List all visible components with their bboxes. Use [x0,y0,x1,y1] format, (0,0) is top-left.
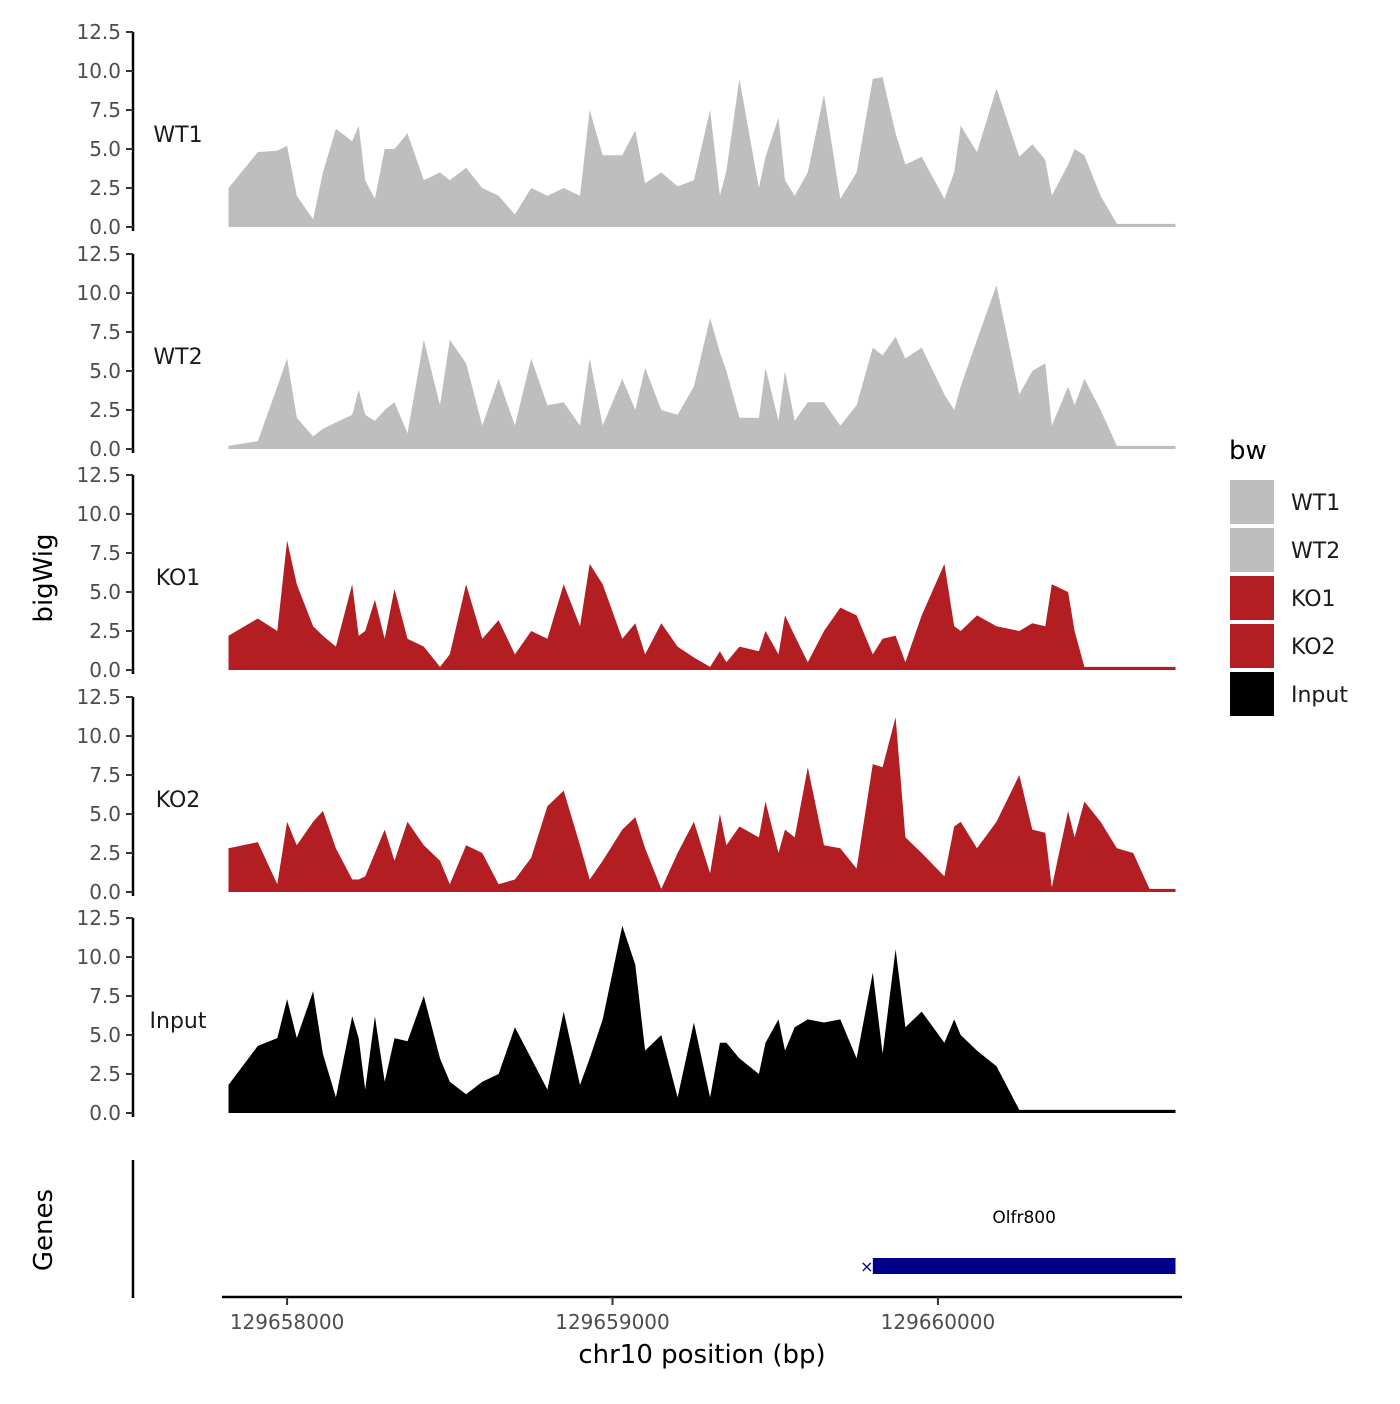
y-tick-label-ko1: 2.5 [89,619,121,643]
gene-label-olfr800: Olfr800 [992,1208,1056,1228]
legend-title: bw [1229,436,1267,466]
y-tick-label-ko1: 0.0 [89,658,121,682]
x-tick-label: 129658000 [230,1310,345,1334]
gene-strand-marker: × [860,1257,873,1276]
y-tick-label-wt2: 7.5 [89,320,121,344]
y-tick-label-ko1: 12.5 [76,463,121,487]
y-tick-label-wt2: 0.0 [89,437,121,461]
area-series-wt1 [228,77,1176,227]
track-label-ko2: KO2 [156,788,201,813]
y-tick-label-input: 5.0 [89,1023,121,1047]
legend-swatch-ko1 [1230,576,1274,620]
legend-label-wt2: WT2 [1291,539,1340,564]
y-tick-label-ko2: 2.5 [89,841,121,865]
gene-bar-olfr800 [872,1258,1176,1274]
track-label-ko1: KO1 [156,566,201,591]
legend-label-input: Input [1291,683,1348,708]
y-tick-label-wt2: 5.0 [89,359,121,383]
y-tick-label-ko2: 10.0 [76,724,121,748]
y-tick-label-wt1: 7.5 [89,98,121,122]
y-tick-label-wt1: 12.5 [76,20,121,44]
y-tick-label-wt1: 10.0 [76,59,121,83]
genes-panel-title: Genes [29,1189,59,1271]
y-tick-label-ko1: 7.5 [89,541,121,565]
y-tick-label-ko2: 12.5 [76,685,121,709]
legend-swatch-wt2 [1230,528,1274,572]
legend-label-wt1: WT1 [1291,491,1340,516]
y-tick-label-ko1: 5.0 [89,580,121,604]
legend-swatch-wt1 [1230,480,1274,524]
y-tick-label-wt1: 2.5 [89,176,121,200]
x-tick-label: 129660000 [881,1310,996,1334]
legend-label-ko2: KO2 [1291,635,1336,660]
y-tick-label-wt2: 10.0 [76,281,121,305]
legend-swatch-ko2 [1230,624,1274,668]
y-tick-label-ko2: 7.5 [89,763,121,787]
area-series-ko2 [228,717,1176,892]
y-tick-label-wt1: 0.0 [89,215,121,239]
y-tick-label-input: 7.5 [89,984,121,1008]
y-tick-label-ko2: 0.0 [89,880,121,904]
area-series-ko1 [228,540,1176,670]
area-series-wt2 [228,285,1176,449]
y-tick-label-wt2: 2.5 [89,398,121,422]
area-series-input [228,925,1176,1113]
y-tick-label-ko2: 5.0 [89,802,121,826]
legend-label-ko1: KO1 [1291,587,1336,612]
y-tick-label-ko1: 10.0 [76,502,121,526]
y-axis-title: bigWig [29,533,59,622]
legend-swatch-input [1230,672,1274,716]
y-tick-label-input: 2.5 [89,1062,121,1086]
y-tick-label-input: 0.0 [89,1101,121,1125]
y-tick-label-input: 12.5 [76,906,121,930]
track-label-wt2: WT2 [153,345,202,370]
x-axis-title: chr10 position (bp) [578,1340,825,1370]
y-tick-label-wt2: 12.5 [76,242,121,266]
track-label-wt1: WT1 [153,123,202,148]
x-tick-label: 129659000 [555,1310,670,1334]
y-tick-label-input: 10.0 [76,945,121,969]
track-label-input: Input [150,1009,207,1034]
y-tick-label-wt1: 5.0 [89,137,121,161]
